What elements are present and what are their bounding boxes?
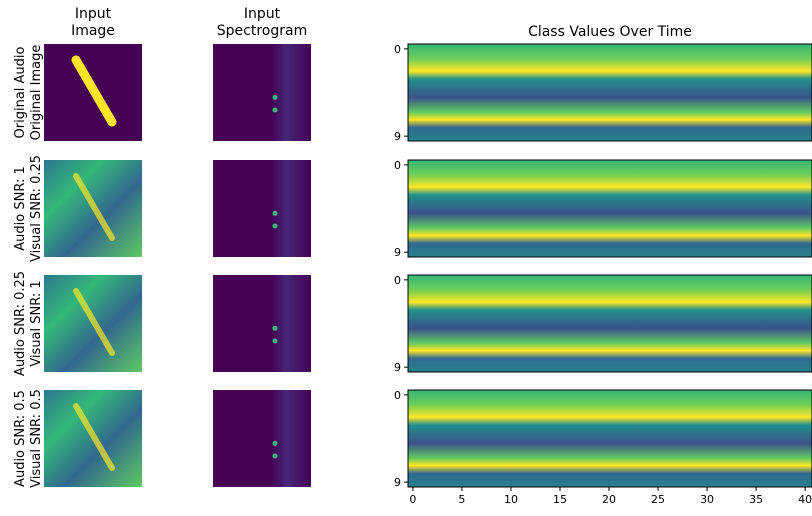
y-tick-label: 0 <box>394 389 401 402</box>
row-label: Visual SNR: 0.25 <box>29 155 44 262</box>
spectrogram-peak <box>272 94 278 100</box>
row-label: Audio SNR: 1 <box>13 166 28 250</box>
x-tick-label: 0 <box>409 493 416 506</box>
x-tick-label: 25 <box>651 493 665 506</box>
x-tick-label: 5 <box>458 493 465 506</box>
digit-stroke <box>73 288 115 356</box>
spectrogram-peak <box>272 440 278 446</box>
column-title: Spectrogram <box>217 23 307 39</box>
y-tick-label: 9 <box>394 130 401 143</box>
spectrogram <box>213 390 311 487</box>
row-label: Audio SNR: 0.25 <box>13 271 28 376</box>
row-label: Original Image <box>29 45 44 141</box>
spectrogram-peak <box>272 223 278 229</box>
heatmap <box>407 43 812 142</box>
x-tick-label: 40 <box>798 493 812 506</box>
x-tick-label: 10 <box>504 493 518 506</box>
y-tick-label: 0 <box>394 43 401 56</box>
row-label: Original Audio <box>13 46 28 138</box>
spectrogram-peak <box>272 338 278 344</box>
y-tick-label: 9 <box>394 246 401 259</box>
digit-stroke <box>73 403 115 471</box>
spectrogram <box>213 160 311 257</box>
row-label: Audio SNR: 0.5 <box>13 390 28 487</box>
x-tick-label: 20 <box>602 493 616 506</box>
row-label: Visual SNR: 1 <box>29 280 44 366</box>
column-title: Image <box>71 23 115 39</box>
y-tick-label: 9 <box>394 476 401 489</box>
digit-stroke <box>73 173 115 241</box>
y-tick-label: 0 <box>394 159 401 172</box>
heatmap <box>407 389 812 488</box>
heatmap-title: Class Values Over Time <box>528 24 692 40</box>
heatmap <box>407 274 812 373</box>
heatmap <box>407 159 812 258</box>
spectrogram <box>213 44 311 141</box>
x-tick-label: 35 <box>749 493 763 506</box>
row-label: Visual SNR: 0.5 <box>29 389 44 488</box>
y-tick-label: 0 <box>394 274 401 287</box>
digit-stroke <box>71 55 117 127</box>
spectrogram-peak <box>272 325 278 331</box>
spectrogram-peak <box>272 107 278 113</box>
column-title: Input <box>244 6 281 22</box>
spectrogram-peak <box>272 210 278 216</box>
spectrogram-peak <box>272 453 278 459</box>
column-title: Input <box>75 6 112 22</box>
x-tick-label: 15 <box>553 493 567 506</box>
y-tick-label: 9 <box>394 361 401 374</box>
spectrogram <box>213 275 311 372</box>
x-tick-label: 30 <box>700 493 714 506</box>
